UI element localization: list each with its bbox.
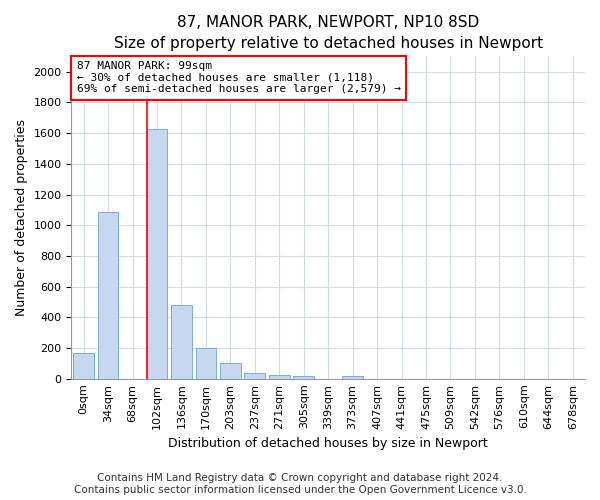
Bar [269, 375, 290, 379]
Bar [73, 354, 94, 379]
Bar [220, 364, 241, 379]
Text: Contains HM Land Registry data © Crown copyright and database right 2024.
Contai: Contains HM Land Registry data © Crown c… [74, 474, 526, 495]
Bar [146, 128, 167, 379]
X-axis label: Distribution of detached houses by size in Newport: Distribution of detached houses by size … [169, 437, 488, 450]
Text: 87 MANOR PARK: 99sqm
← 30% of detached houses are smaller (1,118)
69% of semi-de: 87 MANOR PARK: 99sqm ← 30% of detached h… [77, 61, 401, 94]
Bar [196, 348, 217, 379]
Bar [244, 372, 265, 379]
Bar [98, 212, 118, 379]
Y-axis label: Number of detached properties: Number of detached properties [15, 119, 28, 316]
Bar [171, 305, 192, 379]
Bar [293, 376, 314, 379]
Bar [342, 376, 363, 379]
Title: 87, MANOR PARK, NEWPORT, NP10 8SD
Size of property relative to detached houses i: 87, MANOR PARK, NEWPORT, NP10 8SD Size o… [113, 15, 543, 51]
